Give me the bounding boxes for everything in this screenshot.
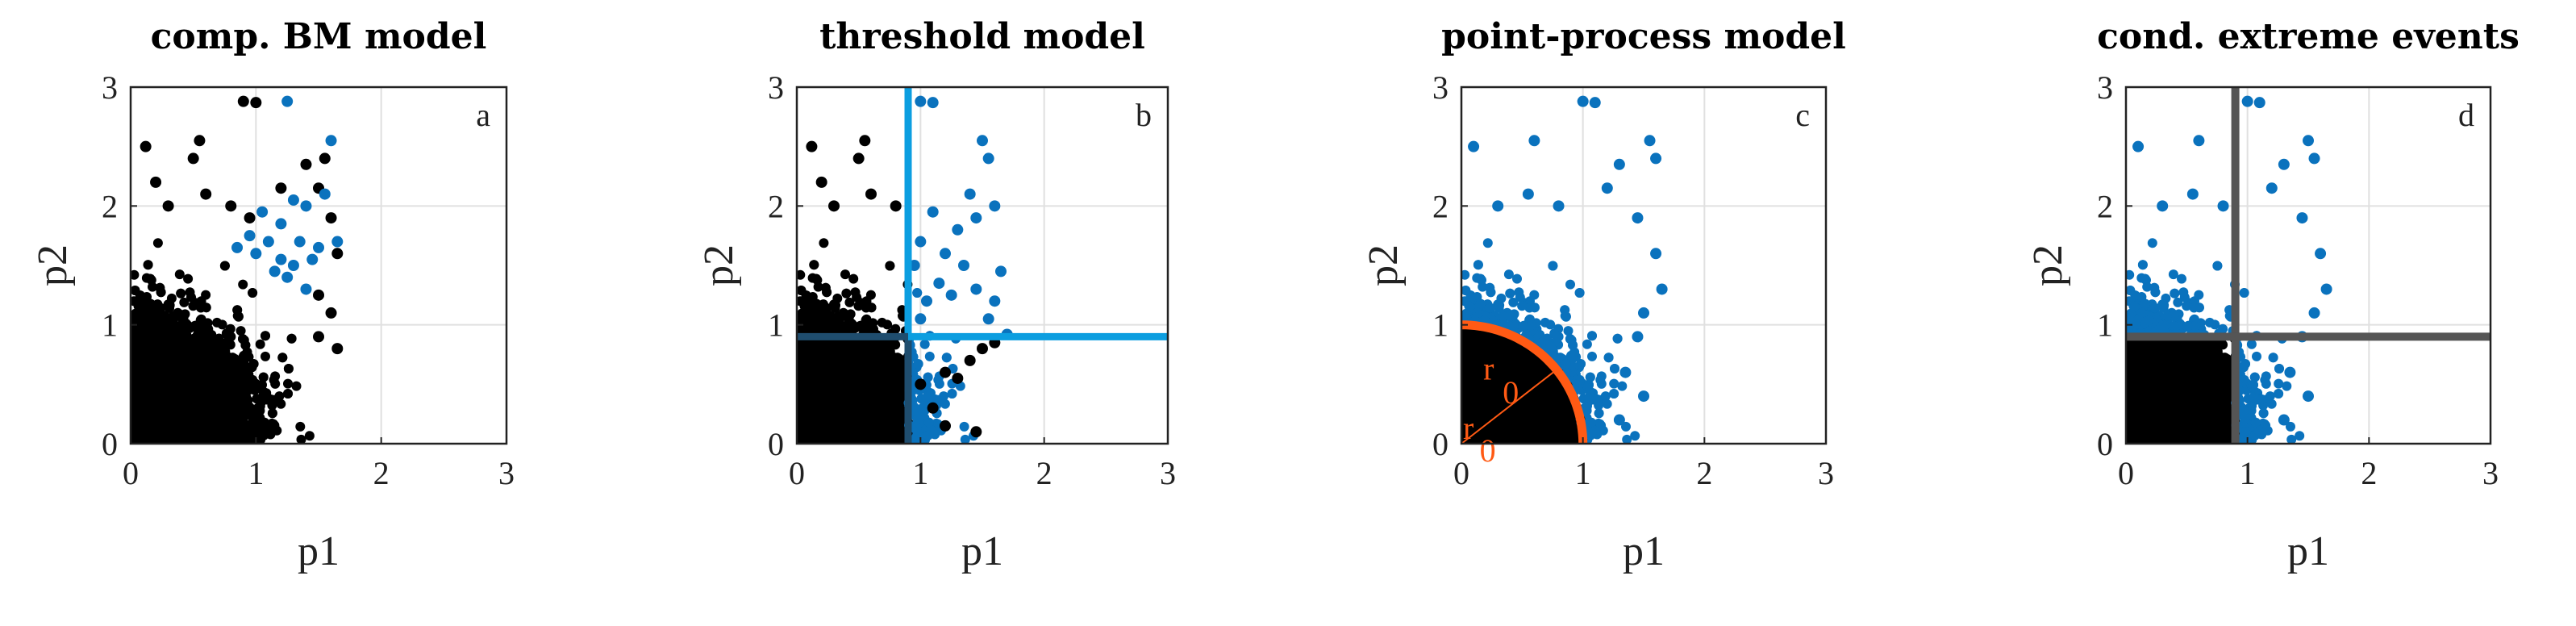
- data-point: [185, 287, 195, 297]
- data-point: [305, 431, 315, 440]
- data-point: [292, 382, 302, 391]
- data-point: [295, 422, 305, 432]
- data-point: [153, 238, 163, 248]
- data-point: [179, 298, 189, 307]
- data-point: [175, 269, 185, 279]
- data-point: [256, 340, 265, 349]
- points-layer: [126, 96, 343, 449]
- data-point: [183, 274, 193, 284]
- data-point: [261, 352, 270, 361]
